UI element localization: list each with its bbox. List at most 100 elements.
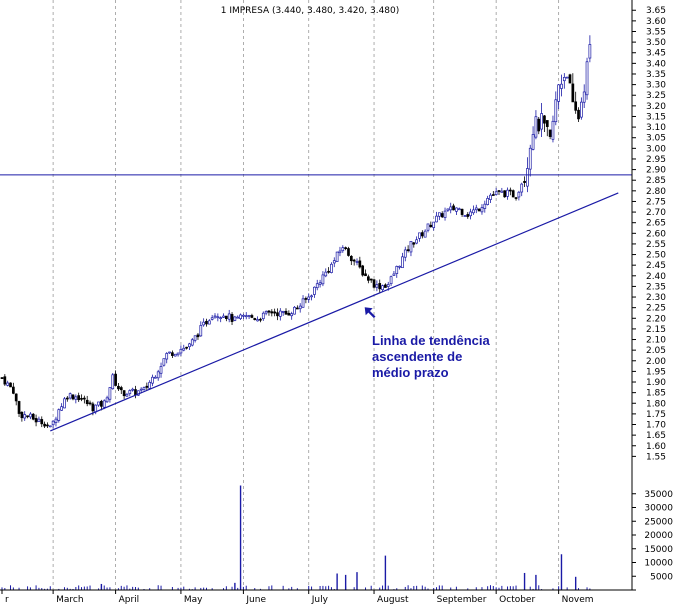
volume-tick-label: 15000 [644, 545, 673, 555]
candle-body [128, 390, 132, 395]
price-tick-label: 2.75 [646, 197, 666, 207]
candle-body [83, 397, 86, 400]
candle-body [463, 215, 467, 217]
price-tick-label: 2.05 [646, 346, 666, 356]
candle-body [9, 382, 12, 388]
candle-body [349, 255, 353, 262]
candle-body [227, 313, 231, 320]
candle-body [264, 311, 268, 314]
candle-body [435, 215, 438, 223]
price-tick-label: 2.50 [646, 251, 666, 261]
candle-body [403, 249, 407, 258]
candle-body [222, 315, 225, 318]
candle-body [14, 393, 18, 402]
candle-body [537, 118, 541, 132]
candle-body [176, 352, 180, 356]
candle-body [443, 210, 447, 218]
candle-body [193, 335, 197, 341]
candle-body [179, 349, 183, 354]
volume-axis: 35000 30000 25000 20000 15000 10000 5000 [632, 490, 673, 591]
candle-body [270, 311, 274, 314]
trend-lines [0, 174, 632, 432]
price-tick-label: 2.55 [646, 240, 666, 250]
price-tick-label: 3.60 [646, 17, 666, 27]
candle-body [80, 397, 83, 400]
volume-tick-label: 25000 [644, 517, 673, 527]
price-tick-label: 2.95 [646, 155, 666, 165]
price-tick-label: 3.40 [646, 59, 666, 69]
candle-body [469, 211, 472, 217]
candle-body [190, 339, 194, 346]
candle-body [213, 315, 217, 318]
candle-body [65, 397, 69, 400]
candle-body [26, 415, 29, 418]
candle-body [372, 279, 376, 288]
candle-body [74, 396, 78, 400]
candle-body [554, 99, 558, 123]
candle-body [509, 189, 512, 192]
month-label: October [499, 595, 535, 604]
volume-tick-label: 10000 [644, 559, 673, 569]
price-tick-label: 1.85 [646, 389, 666, 399]
price-tick-label: 2.00 [646, 357, 666, 367]
candle-body [332, 260, 336, 264]
candle-body [131, 388, 134, 391]
candle-body [85, 399, 89, 405]
month-label: August [377, 595, 409, 604]
month-label: September [437, 595, 487, 604]
candle-body [244, 315, 248, 318]
volume-bars [1, 485, 591, 590]
candle-body [261, 312, 265, 320]
candle-body [151, 376, 154, 384]
candle-body [568, 74, 572, 84]
annotation-line-2: ascendente de [372, 349, 462, 364]
month-label: June [245, 595, 266, 604]
candle-body [375, 284, 379, 288]
candle-body [381, 285, 384, 291]
candle-body [3, 376, 7, 385]
candle-body [199, 325, 203, 337]
candle-body [259, 318, 262, 321]
price-tick-label: 2.65 [646, 219, 666, 229]
candle-body [318, 282, 322, 285]
price-tick-label: 3.50 [646, 38, 666, 48]
candle-body [582, 91, 586, 103]
candle-body [398, 265, 401, 268]
candle-body [154, 376, 157, 379]
candle-body [196, 334, 200, 338]
candle-body [284, 310, 288, 315]
candle-body [71, 394, 75, 400]
price-axis: 3.653.603.553.503.453.403.353.303.253.20… [632, 6, 666, 462]
candle-body [486, 198, 489, 205]
candle-body [40, 419, 44, 425]
candle-body [571, 83, 575, 103]
price-tick-label: 2.80 [646, 187, 666, 197]
candle-body [290, 313, 294, 317]
candle-body [514, 197, 518, 199]
candle-body [361, 265, 365, 276]
candle-body [156, 371, 160, 379]
candle-body [378, 283, 382, 290]
candle-body [313, 286, 316, 295]
candle-body [20, 411, 24, 419]
candle-body [142, 387, 146, 390]
candle-body [48, 425, 52, 428]
candle-body [494, 191, 498, 195]
candle-body [545, 120, 549, 127]
price-tick-label: 2.20 [646, 314, 666, 324]
candle-body [173, 353, 177, 357]
candle-body [304, 298, 308, 300]
candle-body [171, 352, 174, 356]
candle-body [97, 401, 100, 406]
price-tick-label: 3.45 [646, 49, 666, 59]
candle-body [210, 317, 214, 320]
candle-body [423, 230, 427, 238]
candle-body [256, 319, 259, 322]
annotation-arrow-icon [364, 307, 376, 319]
candle-body [207, 320, 211, 325]
candle-body [321, 274, 325, 285]
candle-body [111, 374, 115, 390]
candle-body [526, 168, 529, 187]
candle-body [557, 84, 560, 102]
candle-body [341, 247, 345, 252]
